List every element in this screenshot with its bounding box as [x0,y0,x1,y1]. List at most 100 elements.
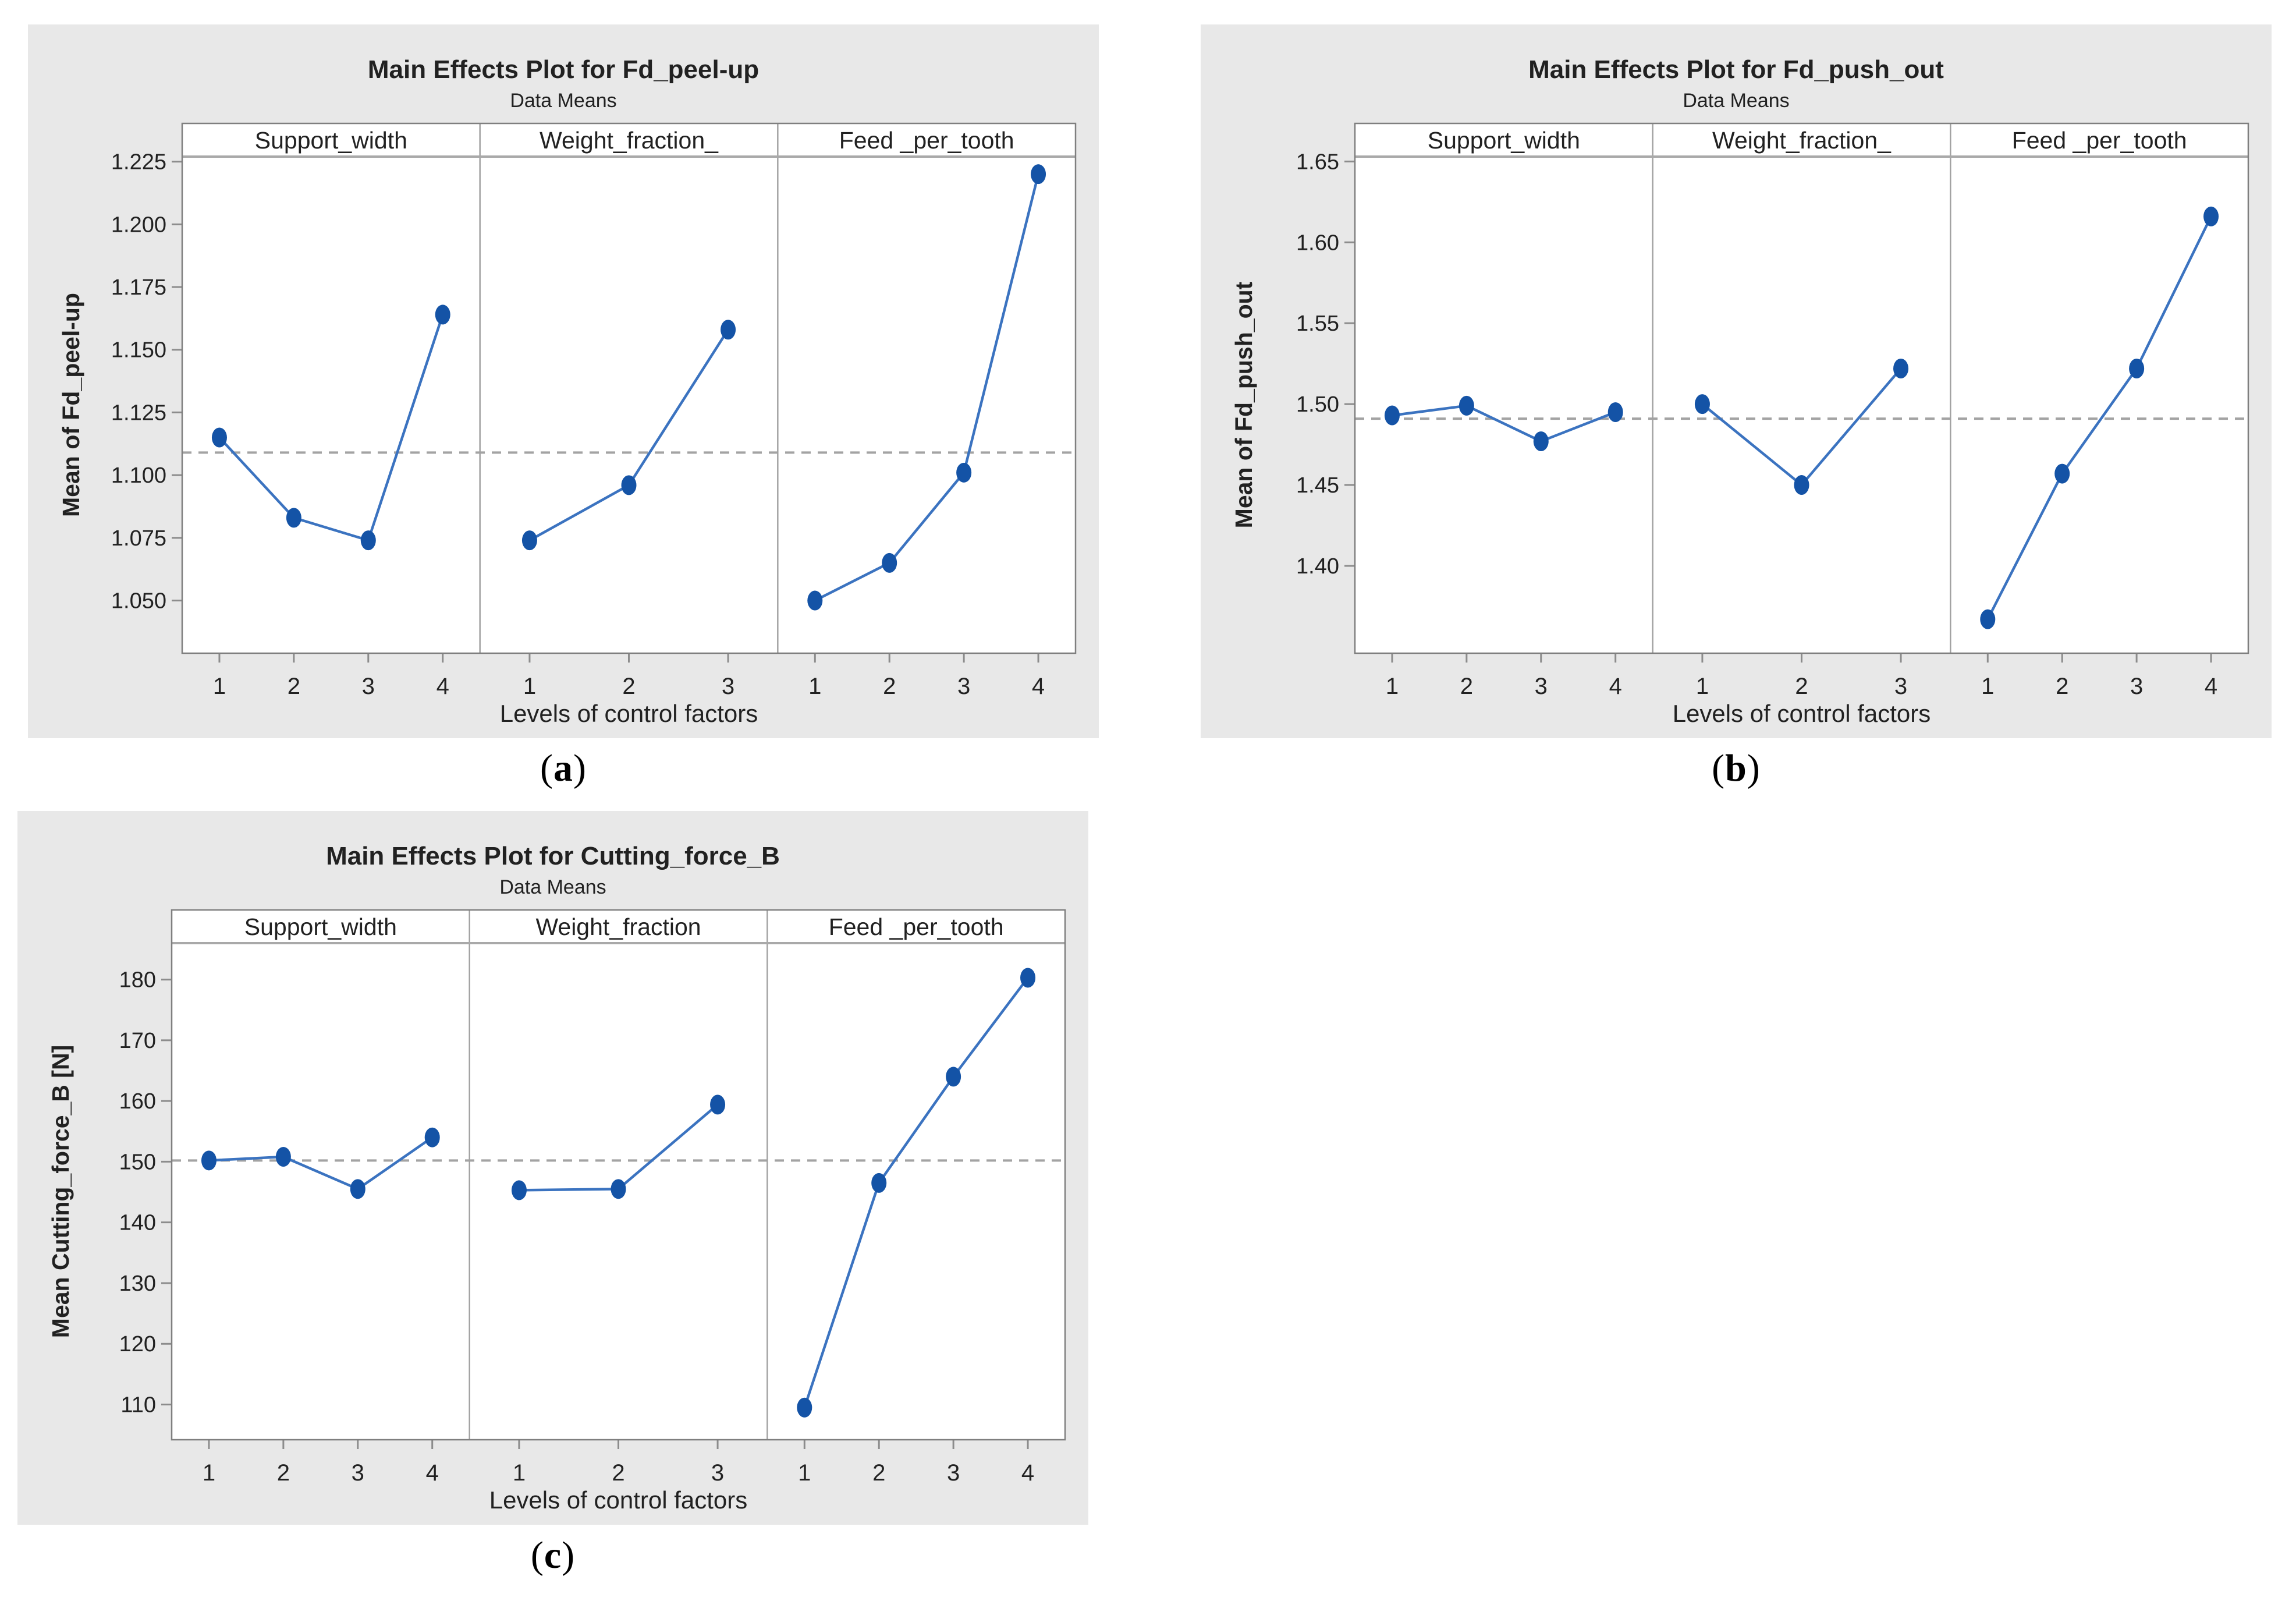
y-axis-label: Mean Cutting_force_B [N] [47,1045,74,1338]
data-point-marker [1020,968,1036,988]
data-point-marker [1607,402,1623,423]
panel-header: Weight_fraction_ [1712,127,1892,154]
x-tick-label: 4 [2205,674,2217,699]
x-tick-label: 2 [2056,674,2068,699]
x-tick-label: 1 [1386,674,1399,699]
data-point-marker [350,1179,365,1199]
y-tick-label: 1.65 [1296,150,1339,174]
plot-border [171,909,1066,1441]
data-point-marker [1384,405,1400,426]
x-tick-label: 1 [213,674,226,699]
data-point-marker [211,427,227,448]
y-axis-label: Mean of Fd_peel-up [58,293,84,517]
caption-a-open-paren: ( [540,747,553,789]
panel-header: Support_width [1428,127,1580,154]
chart-card-a: Main Effects Plot for Fd_peel-up Data Mea… [28,24,1099,738]
data-point-marker [286,508,301,528]
data-point-marker [201,1150,217,1171]
plot-background [182,123,1076,653]
data-point-marker [521,530,537,551]
chart-subtitle: Data Means [499,876,606,898]
data-point-marker [2203,206,2219,226]
y-tick-label: 1.50 [1296,392,1339,417]
y-tick-label: 1.125 [111,401,166,425]
data-point-marker [871,1173,887,1193]
y-tick-label: 180 [119,968,156,993]
data-point-marker [611,1179,626,1199]
x-tick-label: 4 [426,1460,439,1486]
chart-card-b: Main Effects Plot for Fd_push_out Data Me… [1201,24,2272,738]
panel-header: Feed _per_tooth [2012,127,2187,154]
caption-b-close-paren: ) [1747,747,1761,789]
x-tick-label: 2 [872,1460,885,1486]
data-point-marker [275,1147,291,1167]
y-tick-label: 170 [119,1029,156,1053]
y-tick-label: 1.050 [111,589,166,614]
x-tick-label: 4 [1032,674,1045,699]
y-tick-label: 140 [119,1211,156,1235]
data-point-marker [807,590,823,611]
chart-c-svg: Main Effects Plot for Cutting_force_B Dat… [47,842,1066,1514]
chart-b-svg: Main Effects Plot for Fd_push_out Data Me… [1230,55,2249,727]
y-tick-label: 1.200 [111,212,166,237]
x-tick-label: 2 [612,1460,624,1486]
data-point-marker [511,1180,527,1200]
x-tick-label: 4 [1021,1460,1034,1486]
x-tick-label: 3 [2130,674,2143,699]
data-point-marker [1980,609,1996,629]
series-line [208,1136,433,1191]
data-point-marker [360,530,376,551]
x-tick-label: 3 [1535,674,1548,699]
data-point-marker [1893,358,1909,378]
x-tick-label: 4 [1609,674,1622,699]
y-tick-label: 1.225 [111,150,166,175]
data-point-marker [2054,463,2070,484]
data-point-marker [1458,395,1474,416]
series-line [814,173,1040,602]
y-tick-label: 1.40 [1296,554,1339,579]
data-point-marker [797,1397,812,1418]
y-tick-label: 1.150 [111,338,166,363]
y-tick-label: 160 [119,1089,156,1114]
caption-a: (a) [28,746,1099,791]
data-point-marker [956,462,972,483]
x-axis-label: Levels of control factors [1673,700,1931,727]
x-tick-label: 3 [362,674,375,699]
x-tick-label: 1 [1981,674,1994,699]
x-tick-label: 1 [523,674,536,699]
x-tick-label: 2 [1460,674,1473,699]
panel-header: Support_width [244,913,397,940]
panel-header: Feed _per_tooth [839,127,1014,154]
chart-title: Main Effects Plot for Fd_push_out [1528,55,1944,84]
x-tick-label: 3 [722,674,734,699]
x-tick-label: 3 [352,1460,364,1486]
x-tick-label: 2 [277,1460,290,1486]
data-point-marker [721,320,736,340]
x-tick-label: 4 [437,674,449,699]
plot-border [1354,122,2249,654]
data-point-marker [710,1095,726,1115]
x-axis-label: Levels of control factors [500,700,758,727]
y-tick-label: 1.55 [1296,311,1339,336]
caption-b: (b) [1201,746,2272,791]
panel-header: Weight_fraction [535,913,701,940]
panel-header: Feed _per_tooth [829,913,1004,940]
y-tick-label: 1.45 [1296,473,1339,498]
panel-header: Support_width [255,127,407,154]
x-tick-label: 1 [1696,674,1709,699]
x-tick-label: 1 [513,1460,526,1486]
x-tick-label: 1 [203,1460,215,1486]
caption-b-open-paren: ( [1712,747,1726,789]
data-point-marker [435,304,450,325]
y-tick-label: 1.100 [111,463,166,488]
plot-background [1355,123,2248,653]
chart-title: Main Effects Plot for Cutting_force_B [326,842,780,870]
chart-card-c: Main Effects Plot for Cutting_force_B Dat… [17,811,1088,1525]
data-point-marker [2129,358,2145,378]
y-tick-label: 110 [120,1393,156,1418]
data-point-marker [1794,475,1809,495]
caption-c-close-paren: ) [562,1534,576,1577]
caption-c-letter: c [544,1534,562,1577]
series-line [1392,404,1616,443]
caption-a-letter: a [553,747,573,789]
